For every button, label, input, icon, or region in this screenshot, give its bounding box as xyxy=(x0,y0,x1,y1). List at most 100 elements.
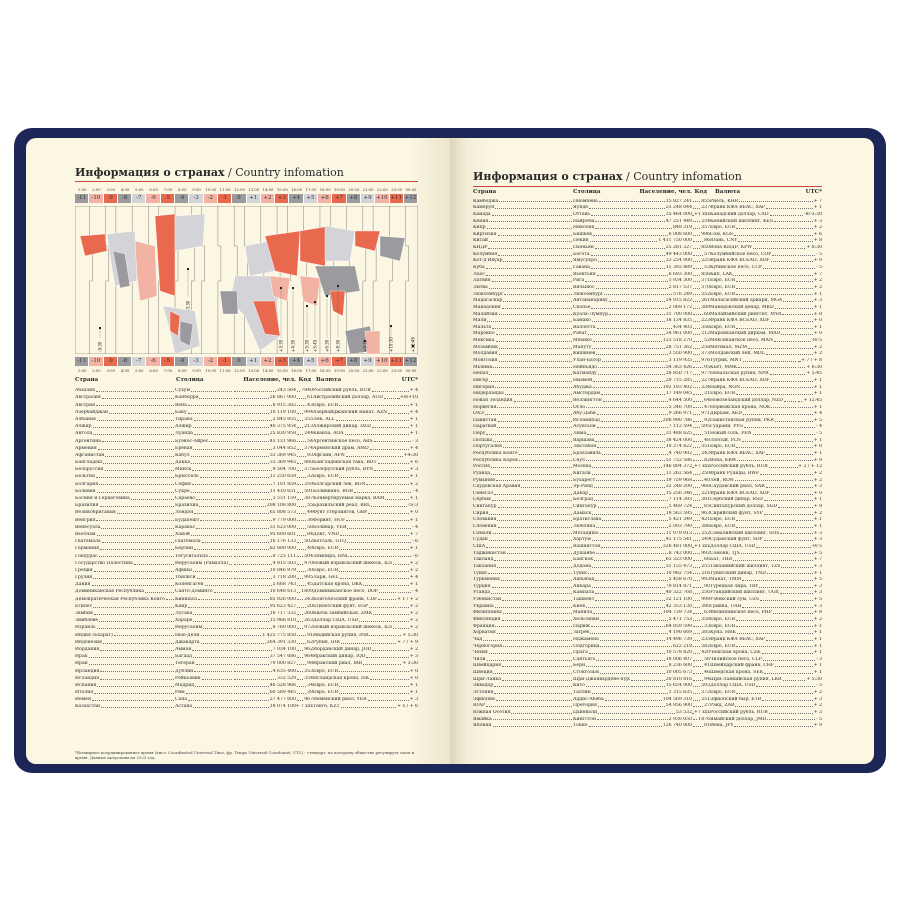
table-row: Индонезия Джакарта 264 391 330 62 Рупия, IDR… xyxy=(75,638,418,645)
dot-leader xyxy=(93,577,174,579)
cell-utc: + 1 / + 2 xyxy=(397,596,418,602)
dot-leader xyxy=(798,307,813,309)
dot-leader xyxy=(511,712,572,714)
cell-capital: Сукре xyxy=(175,488,190,494)
dot-leader xyxy=(398,635,402,637)
dot-leader xyxy=(591,586,629,588)
cell-country: Лаос xyxy=(473,271,485,277)
table-row: Словения Любляна 2 093 790 386 Евро, EUR + 1 xyxy=(473,522,822,529)
cell-capital: Исламабад xyxy=(573,417,600,423)
timezone-cell: +10 xyxy=(375,357,390,366)
dot-leader xyxy=(604,294,629,296)
cell-utc: +4:30 xyxy=(403,452,418,458)
timezone-cell: +9 xyxy=(360,357,376,366)
cell-country: Румыния xyxy=(473,477,496,483)
cell-population: 18 134 835 xyxy=(665,318,692,324)
dot-leader xyxy=(297,606,307,608)
cell-country: Испания xyxy=(75,682,97,688)
cell-capital: Ереван xyxy=(175,445,193,451)
cell-currency: Российский рубль, RUB xyxy=(710,709,768,715)
dot-leader xyxy=(340,642,396,644)
cell-currency: Белорусский рубль, BYN xyxy=(313,467,374,473)
cell-utc: + 1 xyxy=(813,650,822,656)
dot-leader xyxy=(631,672,665,674)
dot-leader xyxy=(736,294,796,296)
dot-leader xyxy=(592,387,629,389)
cell-currency: Сингапурский доллар, SGD xyxy=(710,504,778,510)
cell-code: 49 xyxy=(307,546,313,552)
cell-population: 40 322 768 xyxy=(665,590,692,596)
table-row: Турция Анкара 79 814 871 90 Турецкая лира, T… xyxy=(473,582,822,589)
dot-leader xyxy=(297,656,304,658)
dot-leader xyxy=(99,484,174,486)
cell-country: Государство Палестина xyxy=(75,560,133,566)
dot-leader xyxy=(234,419,272,421)
cell-currency: Иракский динар, IQD xyxy=(313,654,366,660)
table-row: Боливия Сукре 11 410 651 591 Боливиано, BOB -… xyxy=(75,487,418,494)
table-row: Испания Мадрид 46 528 966 34 Евро, EUR + 1 xyxy=(75,681,418,688)
dot-leader xyxy=(297,692,307,694)
dot-leader xyxy=(234,470,272,472)
dot-leader xyxy=(297,700,304,702)
dot-leader xyxy=(798,579,813,581)
cell-country: Пакистан xyxy=(473,417,497,423)
table-row: Албания Тирана 2 845 955 355 Лек, ALL + 1 xyxy=(75,415,418,422)
callout-marker xyxy=(390,325,392,327)
dot-leader xyxy=(798,447,813,449)
cell-population: 38 424 000 xyxy=(665,437,692,443)
dot-leader xyxy=(196,527,232,529)
cell-population: 49 443 000 xyxy=(665,251,692,257)
dot-leader xyxy=(693,686,701,688)
cell-utc: + 0 xyxy=(409,510,418,516)
cell-currency: Франк КФА BEAC, XAF xyxy=(710,205,766,211)
dot-leader xyxy=(192,470,232,472)
dot-leader xyxy=(798,314,813,316)
dot-leader xyxy=(339,549,396,551)
dot-leader xyxy=(234,613,269,615)
dot-leader xyxy=(595,228,629,230)
dot-leader xyxy=(229,563,232,565)
cell-utc: + 1 xyxy=(409,416,418,422)
hour-label: 4:00 xyxy=(120,187,130,192)
dot-leader xyxy=(631,526,668,528)
cell-capital: Лиссабон xyxy=(573,444,597,450)
table-row: Колумбия Богота 49 443 000 57 Колумбийское п… xyxy=(473,250,822,257)
hour-label: 20:00 xyxy=(348,187,360,192)
cell-population: 11 250 659 xyxy=(269,474,296,480)
table-row: Македония Скопье 2 069 172 389 Македонский д… xyxy=(473,303,822,310)
dot-leader xyxy=(88,656,174,658)
dot-leader xyxy=(735,706,796,708)
table-row: Иран Тегеран 79 000 827 98 Иранский риал, IR… xyxy=(75,659,418,666)
title-en: Country infomation xyxy=(633,170,742,183)
cell-currency: Евро, EUR xyxy=(313,474,339,480)
table-row: Непал Катманду 28 850 717 977 Непальская руп… xyxy=(473,370,822,376)
dot-leader xyxy=(798,679,806,681)
table-row: Вьетнам Ханой 95 600 601 84 Донг, VND + 7 xyxy=(75,530,418,537)
hour-label: 00:00 xyxy=(405,368,417,373)
cell-population: 23 254 000 xyxy=(665,258,692,264)
cell-currency: Кванза, AOA xyxy=(313,431,344,437)
cell-utc: + 0 xyxy=(409,668,418,674)
cell-capital: Мадрид xyxy=(175,682,195,688)
cell-utc: + 2 xyxy=(813,278,822,284)
cell-code: 504 xyxy=(304,553,313,559)
table-row: Греция Афины 10 846 979 30 Евро, EUR + 2 xyxy=(75,566,418,573)
dot-leader xyxy=(693,387,701,389)
dot-leader xyxy=(339,570,396,572)
dot-leader xyxy=(585,686,629,688)
utc-offset-label: -9:30 xyxy=(97,341,102,352)
cell-utc: - 4 xyxy=(816,424,822,430)
timezone-cell: -2 xyxy=(203,357,218,366)
dot-leader xyxy=(631,653,665,655)
dot-leader xyxy=(393,628,396,630)
dot-leader xyxy=(398,491,412,493)
cell-capital: Шри-Джаявардене-пура-Котте xyxy=(573,676,630,682)
cell-utc: + 5 xyxy=(813,550,822,556)
timezone-cell: +4 xyxy=(289,357,304,366)
cell-code: 375 xyxy=(304,467,313,473)
cell-currency: Австралийский доллар, AUD xyxy=(313,395,383,401)
dot-leader xyxy=(741,440,796,442)
dot-leader xyxy=(734,234,796,236)
dot-leader xyxy=(190,534,232,536)
cell-code: 95 xyxy=(704,364,710,370)
